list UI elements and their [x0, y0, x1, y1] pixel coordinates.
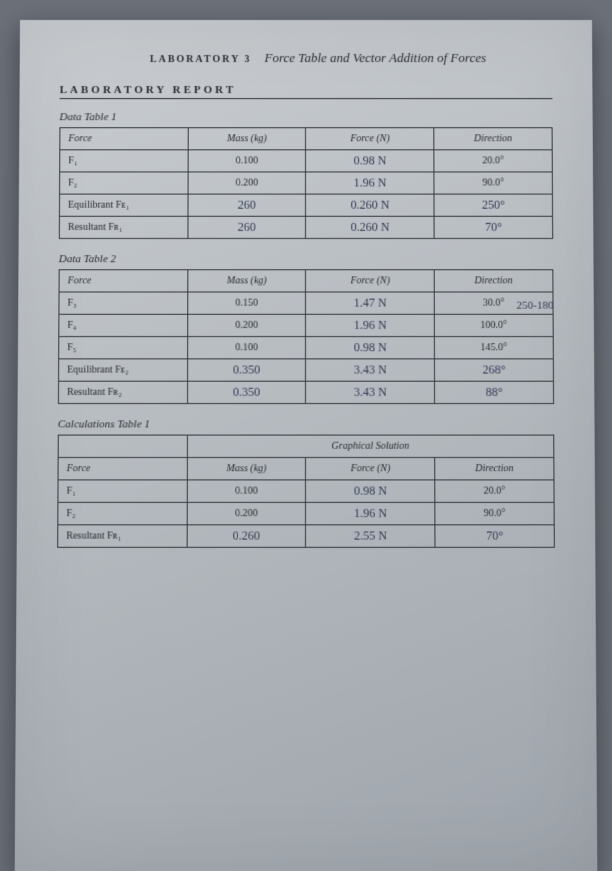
- cell-mass: 0.350: [187, 381, 306, 403]
- table1-caption: Data Table 1: [59, 111, 552, 123]
- cell-force-label: F₁: [60, 150, 188, 172]
- cell-force-label: F₂: [60, 172, 188, 194]
- th-direction: Direction: [434, 270, 553, 292]
- th-force: Force: [59, 270, 187, 292]
- cell-mass: 0.200: [187, 314, 306, 336]
- cell-mass: 0.200: [187, 502, 306, 524]
- cell-force-n: 0.98 N: [306, 150, 434, 172]
- table-row: F₂0.2001.96 N90.0°: [58, 502, 554, 524]
- cell-force-n: 1.96 N: [306, 314, 435, 336]
- cell-mass: 260: [188, 216, 306, 238]
- cell-force-label: Resultant Fʀ₂: [58, 381, 187, 403]
- cell-direction: 20.0°: [435, 480, 554, 502]
- cell-direction: 20.0°: [434, 150, 552, 172]
- th-direction: Direction: [434, 128, 552, 150]
- cell-mass: 0.100: [188, 150, 306, 172]
- th-forceN: Force (N): [306, 128, 434, 150]
- table-row: Resultant Fʀ₁0.2602.55 N70°: [58, 525, 555, 547]
- report-label: LABORATORY REPORT: [60, 84, 553, 96]
- lab-title: Force Table and Vector Addition of Force…: [264, 50, 486, 65]
- cell-mass: 0.100: [187, 480, 306, 502]
- data-table-2: Force Mass (kg) Force (N) Direction F₃0.…: [58, 269, 554, 404]
- cell-force-label: F₃: [59, 292, 188, 314]
- page-heading: LABORATORY 3 Force Table and Vector Addi…: [150, 50, 552, 66]
- th-force: Force: [60, 128, 188, 150]
- th-force: Force: [58, 457, 187, 479]
- cell-force-n: 0.98 N: [306, 337, 435, 359]
- cell-mass: 0.100: [187, 337, 306, 359]
- lab-number: LABORATORY 3: [150, 54, 252, 65]
- table-row: F₅0.1000.98 N145.0°: [59, 337, 554, 359]
- cell-mass: 0.260: [187, 525, 306, 547]
- cell-force-label: Resultant Fʀ₁: [59, 216, 187, 238]
- cell-force-label: Resultant Fʀ₁: [58, 525, 187, 547]
- side-note: 250-180: [517, 300, 554, 312]
- cell-force-n: 3.43 N: [306, 381, 435, 403]
- cell-force-n: 3.43 N: [306, 359, 435, 381]
- cell-direction: 145.0°: [435, 337, 554, 359]
- cell-force-n: 0.260 N: [306, 194, 434, 216]
- cell-force-n: 1.47 N: [306, 292, 434, 314]
- cell-force-label: F₁: [58, 480, 187, 502]
- th-direction: Direction: [435, 457, 554, 479]
- th-mass: Mass (kg): [187, 270, 306, 292]
- table-row: F₁0.1000.98 N20.0°: [58, 480, 554, 502]
- table-row: Equilibrant Fᴇ₁2600.260 N250°: [59, 194, 552, 216]
- table-row: F₁0.1000.98 N20.0°: [60, 150, 553, 172]
- calc-caption: Calculations Table 1: [58, 418, 554, 430]
- cell-force-n: 1.96 N: [306, 502, 435, 524]
- cell-mass: 260: [188, 194, 306, 216]
- cell-direction: 268°: [435, 359, 554, 381]
- cell-direction: 100.0°: [434, 314, 553, 336]
- cell-mass: 0.150: [187, 292, 306, 314]
- table-row: F₂0.2001.96 N90.0°: [60, 172, 553, 194]
- cell-force-n: 0.260 N: [306, 216, 434, 238]
- cell-force-label: Equilibrant Fᴇ₁: [59, 194, 187, 216]
- table-row: F₃0.1501.47 N30.0°: [59, 292, 553, 314]
- cell-force-label: F₂: [58, 502, 187, 524]
- table-row: F₄0.2001.96 N100.0°: [59, 314, 553, 336]
- table-row: Equilibrant Fᴇ₂0.3503.43 N268°: [59, 359, 554, 381]
- th-mass: Mass (kg): [188, 128, 306, 150]
- cell-force-label: F₄: [59, 314, 188, 336]
- cell-force-label: F₅: [59, 337, 188, 359]
- cell-mass: 0.350: [187, 359, 306, 381]
- table-row: Resultant Fʀ₁2600.260 N70°: [59, 216, 552, 238]
- divider: [60, 98, 553, 99]
- cell-direction: 250°: [434, 194, 552, 216]
- cell-direction: 88°: [435, 381, 554, 403]
- th-forceN: Force (N): [306, 270, 434, 292]
- cell-direction: 90.0°: [435, 502, 554, 524]
- cell-force-n: 2.55 N: [306, 525, 435, 547]
- cell-direction: 70°: [434, 216, 552, 238]
- graphical-solution-header: Graphical Solution: [187, 435, 554, 457]
- calculations-table-1: Graphical Solution Force Mass (kg) Force…: [57, 435, 555, 548]
- data-table-1: Force Mass (kg) Force (N) Direction F₁0.…: [59, 127, 553, 239]
- cell-force-label: Equilibrant Fᴇ₂: [59, 359, 188, 381]
- cell-force-n: 0.98 N: [306, 480, 435, 502]
- cell-mass: 0.200: [188, 172, 306, 194]
- cell-force-n: 1.96 N: [306, 172, 434, 194]
- th-forceN: Force (N): [306, 457, 435, 479]
- paper-sheet: LABORATORY 3 Force Table and Vector Addi…: [15, 20, 598, 871]
- table-row: Resultant Fʀ₂0.3503.43 N88°: [58, 381, 553, 403]
- th-mass: Mass (kg): [187, 457, 306, 479]
- cell-direction: 70°: [435, 525, 554, 547]
- table2-caption: Data Table 2: [59, 253, 554, 265]
- cell-direction: 90.0°: [434, 172, 552, 194]
